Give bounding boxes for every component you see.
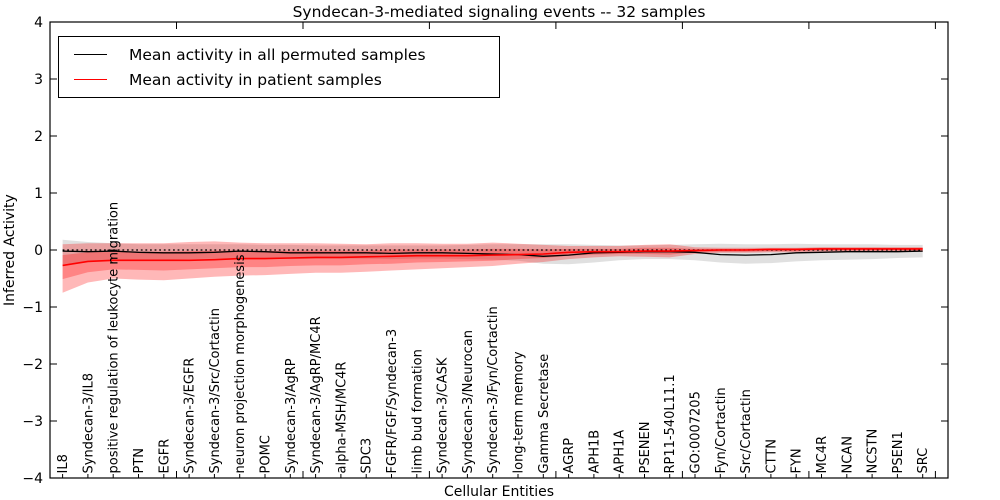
x-tick-label: APH1B — [587, 430, 602, 474]
series-line-permuted — [62, 250, 923, 257]
x-tick-label: SRC — [916, 448, 931, 474]
legend-line-patient-icon — [74, 79, 107, 80]
chart-title: Syndecan-3-mediated signaling events -- … — [292, 3, 706, 21]
x-tick-label: long-term memory — [512, 351, 527, 473]
x-tick-label: Syndecan-3/EGFR — [183, 358, 198, 474]
y-tick-label: 2 — [34, 129, 43, 145]
legend-label-permuted: Mean activity in all permuted samples — [129, 45, 426, 64]
x-tick-label: Syndecan-3/Src/Cortactin — [208, 308, 223, 474]
x-tick-label: Syndecan-3/Neurocan — [461, 330, 476, 473]
x-tick-label: MC4R — [815, 436, 830, 474]
y-tick-label: −2 — [22, 357, 43, 373]
x-tick-label: Syndecan-3/AgRP/MC4R — [309, 316, 324, 473]
y-tick-label: 0 — [34, 243, 43, 259]
y-tick-label: 4 — [34, 15, 43, 31]
x-tick-label: POMC — [259, 435, 274, 473]
x-tick-label: FGFR/FGF/Syndecan-3 — [385, 329, 400, 474]
x-tick-label: Syndecan-3/IL8 — [81, 373, 96, 473]
legend-item-permuted: Mean activity in all permuted samples — [59, 46, 499, 64]
x-tick-label: PSENEN — [638, 422, 653, 474]
x-tick-label: PSEN1 — [891, 431, 906, 473]
x-tick-label: neuron projection morphogenesis — [233, 254, 248, 473]
x-tick-label: APH1A — [613, 430, 628, 474]
x-tick-label: Syndecan-3/AgRP — [284, 358, 299, 473]
x-tick-label: Syndecan-3/Fyn/Cortactin — [486, 306, 501, 473]
x-tick-label: SDC3 — [360, 438, 375, 474]
x-tick-label: CTTN — [764, 439, 779, 473]
x-tick-label: positive regulation of leukocyte migrati… — [107, 202, 122, 474]
x-tick-label: IL8 — [56, 454, 71, 473]
x-tick-label: GO:0007205 — [689, 391, 704, 473]
band-patient-samples-range-outer — [62, 241, 923, 293]
band-patient-samples-range-inner — [62, 247, 923, 280]
x-tick-label: Fyn/Cortactin — [714, 387, 729, 473]
plot-frame — [49, 21, 949, 479]
y-tick-label: −4 — [22, 471, 43, 487]
y-axis-label: Inferred Activity — [2, 194, 18, 306]
x-tick-label: alpha-MSH/MC4R — [334, 362, 349, 474]
y-tick-label: 3 — [34, 72, 43, 88]
x-tick-label: EGFR — [157, 439, 172, 474]
x-tick-label: RP11-540L11.1 — [663, 374, 678, 473]
legend-item-patient: Mean activity in patient samples — [59, 71, 499, 89]
x-tick-label: Syndecan-3/CASK — [436, 357, 451, 473]
x-tick-label: Src/Cortactin — [739, 389, 754, 473]
x-tick-label: FYN — [790, 448, 805, 473]
x-tick-label: PTN — [132, 448, 147, 474]
series-line-patient — [62, 248, 923, 267]
x-axis-label: Cellular Entities — [443, 484, 555, 500]
y-tick-label: 1 — [34, 186, 43, 202]
x-tick-label: NCSTN — [866, 429, 881, 474]
legend-line-permuted-icon — [74, 54, 107, 55]
legend: Mean activity in all permuted samples Me… — [58, 36, 500, 98]
y-tick-label: −3 — [22, 414, 43, 430]
x-tick-label: Gamma Secretase — [537, 354, 552, 474]
x-tick-label: NCAN — [840, 436, 855, 473]
x-tick-label: limb bud formation — [410, 349, 425, 473]
legend-label-patient: Mean activity in patient samples — [129, 70, 382, 89]
x-tick-label: AGRP — [562, 438, 577, 474]
y-tick-label: −1 — [22, 300, 43, 316]
